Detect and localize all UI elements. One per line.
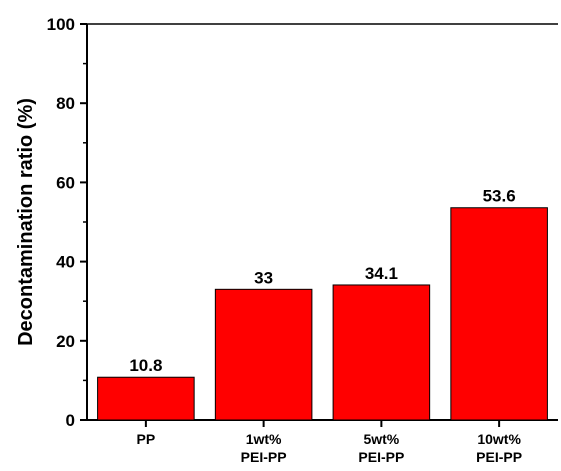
x-tick-label: 5wt% PEI-PP bbox=[358, 431, 404, 465]
y-tick-label: 80 bbox=[56, 94, 75, 113]
x-tick-label-line: PEI-PP bbox=[241, 449, 287, 465]
x-tick-label: 1wt% PEI-PP bbox=[241, 431, 287, 465]
data-label: 33 bbox=[254, 268, 273, 287]
y-tick-label: 20 bbox=[56, 332, 75, 351]
x-tick-label: PP bbox=[137, 431, 156, 447]
data-label: 10.8 bbox=[129, 356, 162, 375]
x-axis: PP 1wt% PEI-PP 5wt% PEI-PP 10wt% PEI-PP bbox=[137, 420, 522, 465]
x-tick-label-line: 5wt% bbox=[363, 431, 399, 447]
y-tick-label: 60 bbox=[56, 173, 75, 192]
x-tick-label-line: PEI-PP bbox=[476, 449, 522, 465]
y-axis-title: Decontamination ratio (%) bbox=[15, 98, 37, 346]
x-tick-label-line: PP bbox=[137, 431, 156, 447]
bar bbox=[450, 207, 548, 421]
x-tick-label-line: PEI-PP bbox=[358, 449, 404, 465]
bar bbox=[214, 288, 313, 421]
x-tick-label-line: 10wt% bbox=[477, 431, 521, 447]
data-label: 53.6 bbox=[483, 187, 516, 206]
bars-group: 10.8 33 34.1 53.6 bbox=[97, 187, 548, 421]
x-tick-label-line: 1wt% bbox=[246, 431, 282, 447]
y-tick-label: 40 bbox=[56, 253, 75, 272]
y-axis: 0 20 40 60 80 100 bbox=[47, 15, 87, 430]
y-tick-label: 100 bbox=[47, 15, 75, 34]
data-label: 34.1 bbox=[365, 264, 398, 283]
y-tick-label: 0 bbox=[66, 411, 75, 430]
x-tick-label: 10wt% PEI-PP bbox=[476, 431, 522, 465]
bar bbox=[332, 284, 431, 421]
bar bbox=[97, 376, 195, 421]
